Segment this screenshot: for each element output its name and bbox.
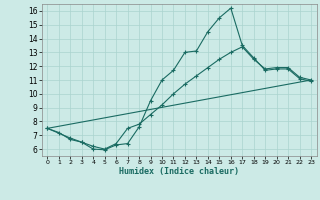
X-axis label: Humidex (Indice chaleur): Humidex (Indice chaleur) (119, 167, 239, 176)
